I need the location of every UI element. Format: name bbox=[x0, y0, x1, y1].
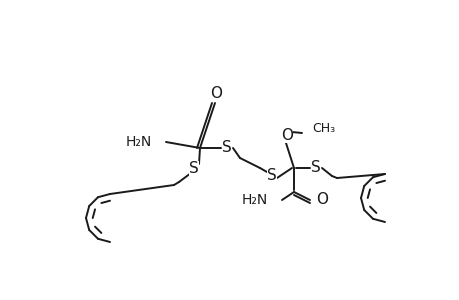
Text: O: O bbox=[315, 193, 327, 208]
Text: H₂N: H₂N bbox=[125, 135, 151, 149]
Text: CH₃: CH₃ bbox=[311, 122, 335, 134]
Text: H₂N: H₂N bbox=[241, 193, 268, 207]
Text: S: S bbox=[310, 160, 320, 175]
Text: S: S bbox=[267, 167, 276, 182]
Text: O: O bbox=[280, 128, 292, 142]
Text: O: O bbox=[210, 86, 222, 101]
Text: S: S bbox=[189, 160, 198, 175]
Text: S: S bbox=[222, 140, 231, 154]
